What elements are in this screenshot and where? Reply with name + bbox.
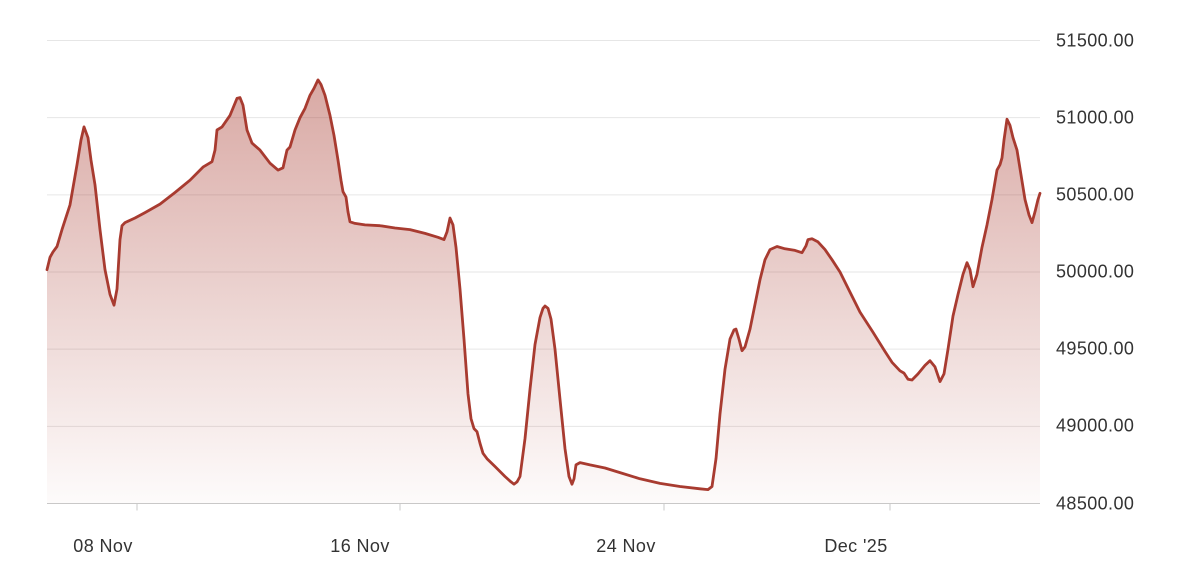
- x-axis-label: 24 Nov: [596, 536, 656, 556]
- x-axis-label: 16 Nov: [330, 536, 390, 556]
- y-axis-label: 50500.00: [1056, 184, 1135, 205]
- y-axis-label: 50000.00: [1056, 261, 1135, 282]
- y-axis-label: 48500.00: [1056, 493, 1135, 513]
- x-axis-label: Dec '25: [824, 536, 888, 556]
- y-axis-label: 51500.00: [1056, 30, 1135, 50]
- y-axis-label: 49000.00: [1056, 415, 1135, 436]
- area-series-fill: [47, 79, 1040, 504]
- y-axis-label: 49500.00: [1056, 338, 1135, 359]
- x-axis-label: 08 Nov: [73, 536, 133, 556]
- y-axis-label: 51000.00: [1056, 107, 1135, 128]
- price-line-series: [45, 78, 1042, 491]
